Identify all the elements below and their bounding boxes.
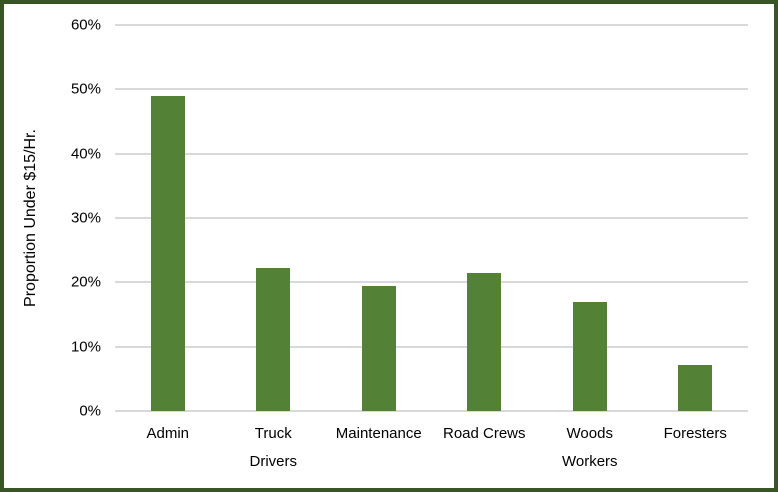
y-tick-label: 20% [70,273,101,291]
x-category-label: Road Crews [442,425,526,442]
x-category-label: Admin [146,425,190,442]
gridline [115,345,748,348]
bar-admin [150,95,185,411]
y-tick-label: 40% [70,145,101,163]
gridline [115,281,748,284]
x-category-label: Woods Workers [561,425,618,470]
x-axis-line [115,410,748,412]
y-tick-label: 0% [79,402,101,420]
gridline [115,152,748,155]
gridline [115,88,748,91]
x-category-label: Maintenance [335,425,422,442]
y-tick-label: 30% [70,209,101,227]
y-tick-label: 10% [70,338,101,356]
x-category-label: Truck Drivers [249,425,298,470]
bar-foresters [678,364,713,411]
plot-area: Proportion Under $15/Hr. 0% 10% 20% 30% 40% 5… [22,18,748,419]
gridline [115,217,748,219]
y-tick-label: 50% [70,80,101,98]
bar-truck [256,267,291,411]
x-axis-labels: Admin Truck Drivers Maintenance Road Crews W… [115,420,748,482]
y-tick-label: 60% [70,16,101,34]
bar-maintenance [361,285,396,411]
gridline [115,24,748,26]
bar-woods [572,301,607,411]
y-axis-title: Proportion Under $15/Hr. [22,129,39,307]
x-category-label: Foresters [663,425,727,442]
bar-road-crews [467,272,502,411]
